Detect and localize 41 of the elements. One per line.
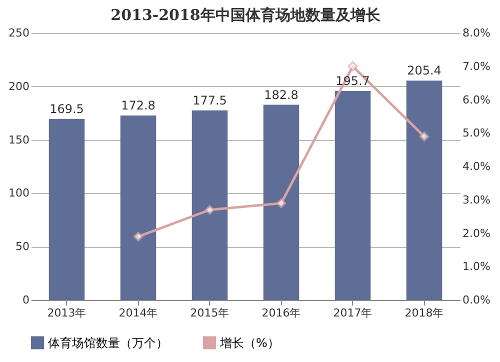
y-tick-label: 100 (8, 186, 30, 200)
bar (120, 115, 156, 300)
bar (334, 90, 371, 300)
y2-tick-label: 4.0% (462, 160, 490, 173)
point (348, 61, 358, 72)
data-label: 172.8 (121, 98, 156, 112)
y2-tick-label: 5.0% (462, 126, 490, 140)
point (133, 232, 144, 242)
y-tick-label: 50 (16, 240, 30, 254)
x-tick-label: 2014年 (118, 306, 158, 320)
x-tick-label: 2016年 (262, 306, 301, 320)
y-tick-label: 250 (8, 26, 30, 40)
data-label: 169.5 (50, 102, 84, 116)
point (419, 132, 430, 142)
y2-tick-label: 2.0% (462, 226, 490, 240)
x-tick-label: 2013年 (47, 306, 86, 320)
data-label: 182.8 (264, 88, 298, 102)
y2-tick-label: 7.0% (462, 60, 490, 73)
y-tick-label: 0 (22, 294, 30, 306)
x-tick-label: 2018年 (404, 306, 444, 320)
bar (406, 80, 442, 300)
y2-tick-label: 0.0% (462, 294, 490, 306)
y-tick-label: 200 (8, 80, 30, 93)
y-tick-label: 150 (8, 133, 30, 146)
legend-label: 体育场馆数量（万个） (48, 336, 168, 350)
y2-tick-label: 6.0% (462, 93, 490, 106)
bar (192, 110, 228, 300)
bar (48, 118, 85, 300)
y2-tick-label: 3.0% (462, 193, 490, 206)
y2-tick-label: 1.0% (462, 260, 490, 274)
y2-tick-label: 8.0% (462, 26, 490, 40)
x-tick-label: 2015年 (190, 306, 230, 320)
bar (263, 104, 300, 300)
data-label: 195.7 (336, 74, 370, 88)
point (204, 204, 215, 215)
legend-label: 增长（%） (219, 336, 280, 350)
point (276, 198, 286, 208)
data-label: 205.4 (407, 64, 442, 78)
chart-title: 2013-2018年中国体育场地数量及增长 (110, 6, 382, 24)
data-label: 177.5 (192, 93, 227, 108)
x-tick-label: 2017年 (333, 306, 372, 320)
